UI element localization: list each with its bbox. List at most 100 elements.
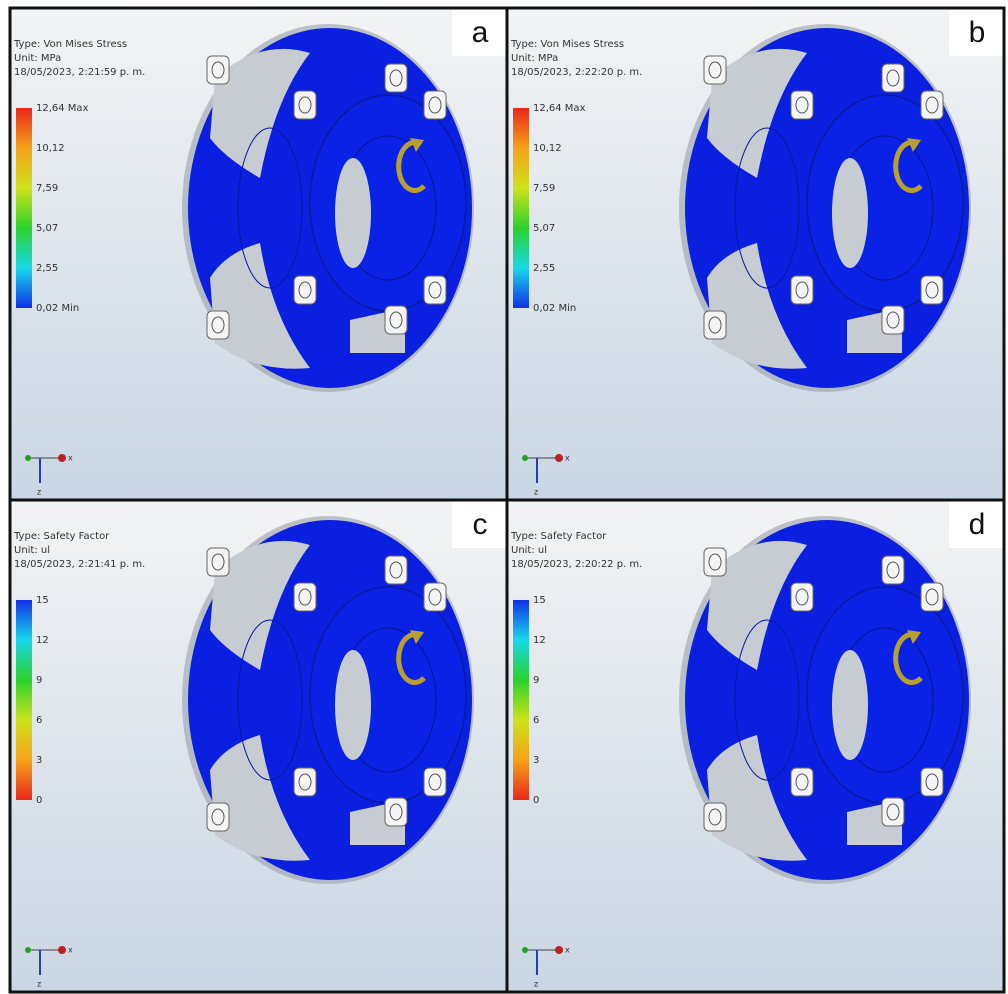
triad-label: z xyxy=(534,488,538,497)
triad-dot xyxy=(522,947,528,953)
result-type: Type: Safety Factor xyxy=(510,531,607,542)
result-date: 18/05/2023, 2:20:22 p. m. xyxy=(511,559,642,570)
result-unit: Unit: ul xyxy=(511,545,547,556)
result-type: Type: Von Mises Stress xyxy=(510,39,624,50)
panel: c Type: Safety Factor Unit: ul 18/05/2023, … xyxy=(10,500,507,992)
legend-label: 6 xyxy=(36,715,42,726)
panel-letter: b xyxy=(969,16,986,49)
panel: aType: Von Mises StressUnit: MPa18/05/20… xyxy=(10,8,507,500)
triad-dot xyxy=(522,455,528,461)
fixture xyxy=(882,306,904,334)
result-date: 18/05/2023, 2:21:41 p. m. xyxy=(14,559,145,570)
panel-letter: d xyxy=(969,508,986,541)
result-date: 18/05/2023, 2:22:20 p. m. xyxy=(511,67,642,78)
fixture xyxy=(207,548,229,576)
fixture xyxy=(791,276,813,304)
triad-label: x xyxy=(565,454,570,463)
triad-label: x xyxy=(68,454,73,463)
result-type: Type: Von Mises Stress xyxy=(13,39,127,50)
triad-dot xyxy=(58,454,66,462)
legend-label: 15 xyxy=(36,595,49,606)
legend-label: 3 xyxy=(533,755,539,766)
fixture xyxy=(791,91,813,119)
fixture xyxy=(921,768,943,796)
panel-letter: a xyxy=(472,16,489,49)
legend-label: 5,07 xyxy=(533,223,555,234)
legend-label: 12 xyxy=(36,635,49,646)
triad-label: z xyxy=(37,980,41,989)
fixture xyxy=(921,276,943,304)
fixture xyxy=(385,798,407,826)
fixture xyxy=(704,56,726,84)
fixture xyxy=(385,556,407,584)
fixture xyxy=(424,583,446,611)
legend-label: 0 xyxy=(533,795,539,806)
fixture xyxy=(294,768,316,796)
fixture xyxy=(704,803,726,831)
fixture xyxy=(207,311,229,339)
result-unit: Unit: ul xyxy=(14,545,50,556)
fixture xyxy=(424,276,446,304)
legend-label: 12 xyxy=(533,635,546,646)
triad-label: z xyxy=(37,488,41,497)
result-unit: Unit: MPa xyxy=(511,53,558,64)
fixture xyxy=(294,583,316,611)
triad-dot xyxy=(555,946,563,954)
triad-label: x xyxy=(565,946,570,955)
triad-dot xyxy=(25,947,31,953)
fixture xyxy=(207,803,229,831)
panel: d Type: Safety Factor Unit: ul 18/05/2023, … xyxy=(507,500,1004,992)
hole xyxy=(335,158,371,268)
legend-bar xyxy=(16,600,32,800)
fixture xyxy=(294,91,316,119)
legend-label: 7,59 xyxy=(36,183,58,194)
triad-label: x xyxy=(68,946,73,955)
legend-label: 10,12 xyxy=(36,143,65,154)
legend-label: 10,12 xyxy=(533,143,562,154)
legend-bar xyxy=(16,108,32,308)
figure: a Type: Von Mises Stress Unit: MPa 18/05/20… xyxy=(0,0,1008,994)
legend-label: 2,55 xyxy=(36,263,58,274)
hole xyxy=(335,650,371,760)
fixture xyxy=(385,306,407,334)
fixture xyxy=(424,91,446,119)
fixture xyxy=(704,548,726,576)
fixture xyxy=(791,583,813,611)
fixture xyxy=(791,768,813,796)
legend-label: 12,64 Max xyxy=(36,103,89,114)
panel-letter: c xyxy=(473,508,488,541)
legend-label: 6 xyxy=(533,715,539,726)
hole xyxy=(832,158,868,268)
legend-label: 3 xyxy=(36,755,42,766)
result-type: Type: Safety Factor xyxy=(13,531,110,542)
legend-label: 9 xyxy=(36,675,42,686)
legend-label: 15 xyxy=(533,595,546,606)
legend-label: 0,02 Min xyxy=(533,303,576,314)
legend-label: 0 xyxy=(36,795,42,806)
triad-dot xyxy=(58,946,66,954)
fixture xyxy=(921,583,943,611)
hole xyxy=(832,650,868,760)
triad-dot xyxy=(25,455,31,461)
result-unit: Unit: MPa xyxy=(14,53,61,64)
fixture xyxy=(294,276,316,304)
legend-bar xyxy=(513,108,529,308)
legend-bar xyxy=(513,600,529,800)
fixture xyxy=(385,64,407,92)
legend-label: 2,55 xyxy=(533,263,555,274)
fixture xyxy=(207,56,229,84)
legend-label: 7,59 xyxy=(533,183,555,194)
fixture xyxy=(882,556,904,584)
legend-label: 0,02 Min xyxy=(36,303,79,314)
panel: b Type: Von Mises Stress Unit: MPa 18/05/20… xyxy=(507,8,1004,500)
legend-label: 9 xyxy=(533,675,539,686)
legend-label: 12,64 Max xyxy=(533,103,586,114)
fixture xyxy=(424,768,446,796)
fixture xyxy=(882,798,904,826)
triad-label: z xyxy=(534,980,538,989)
triad-dot xyxy=(555,454,563,462)
fixture xyxy=(704,311,726,339)
fixture xyxy=(921,91,943,119)
fixture xyxy=(882,64,904,92)
legend-label: 5,07 xyxy=(36,223,58,234)
